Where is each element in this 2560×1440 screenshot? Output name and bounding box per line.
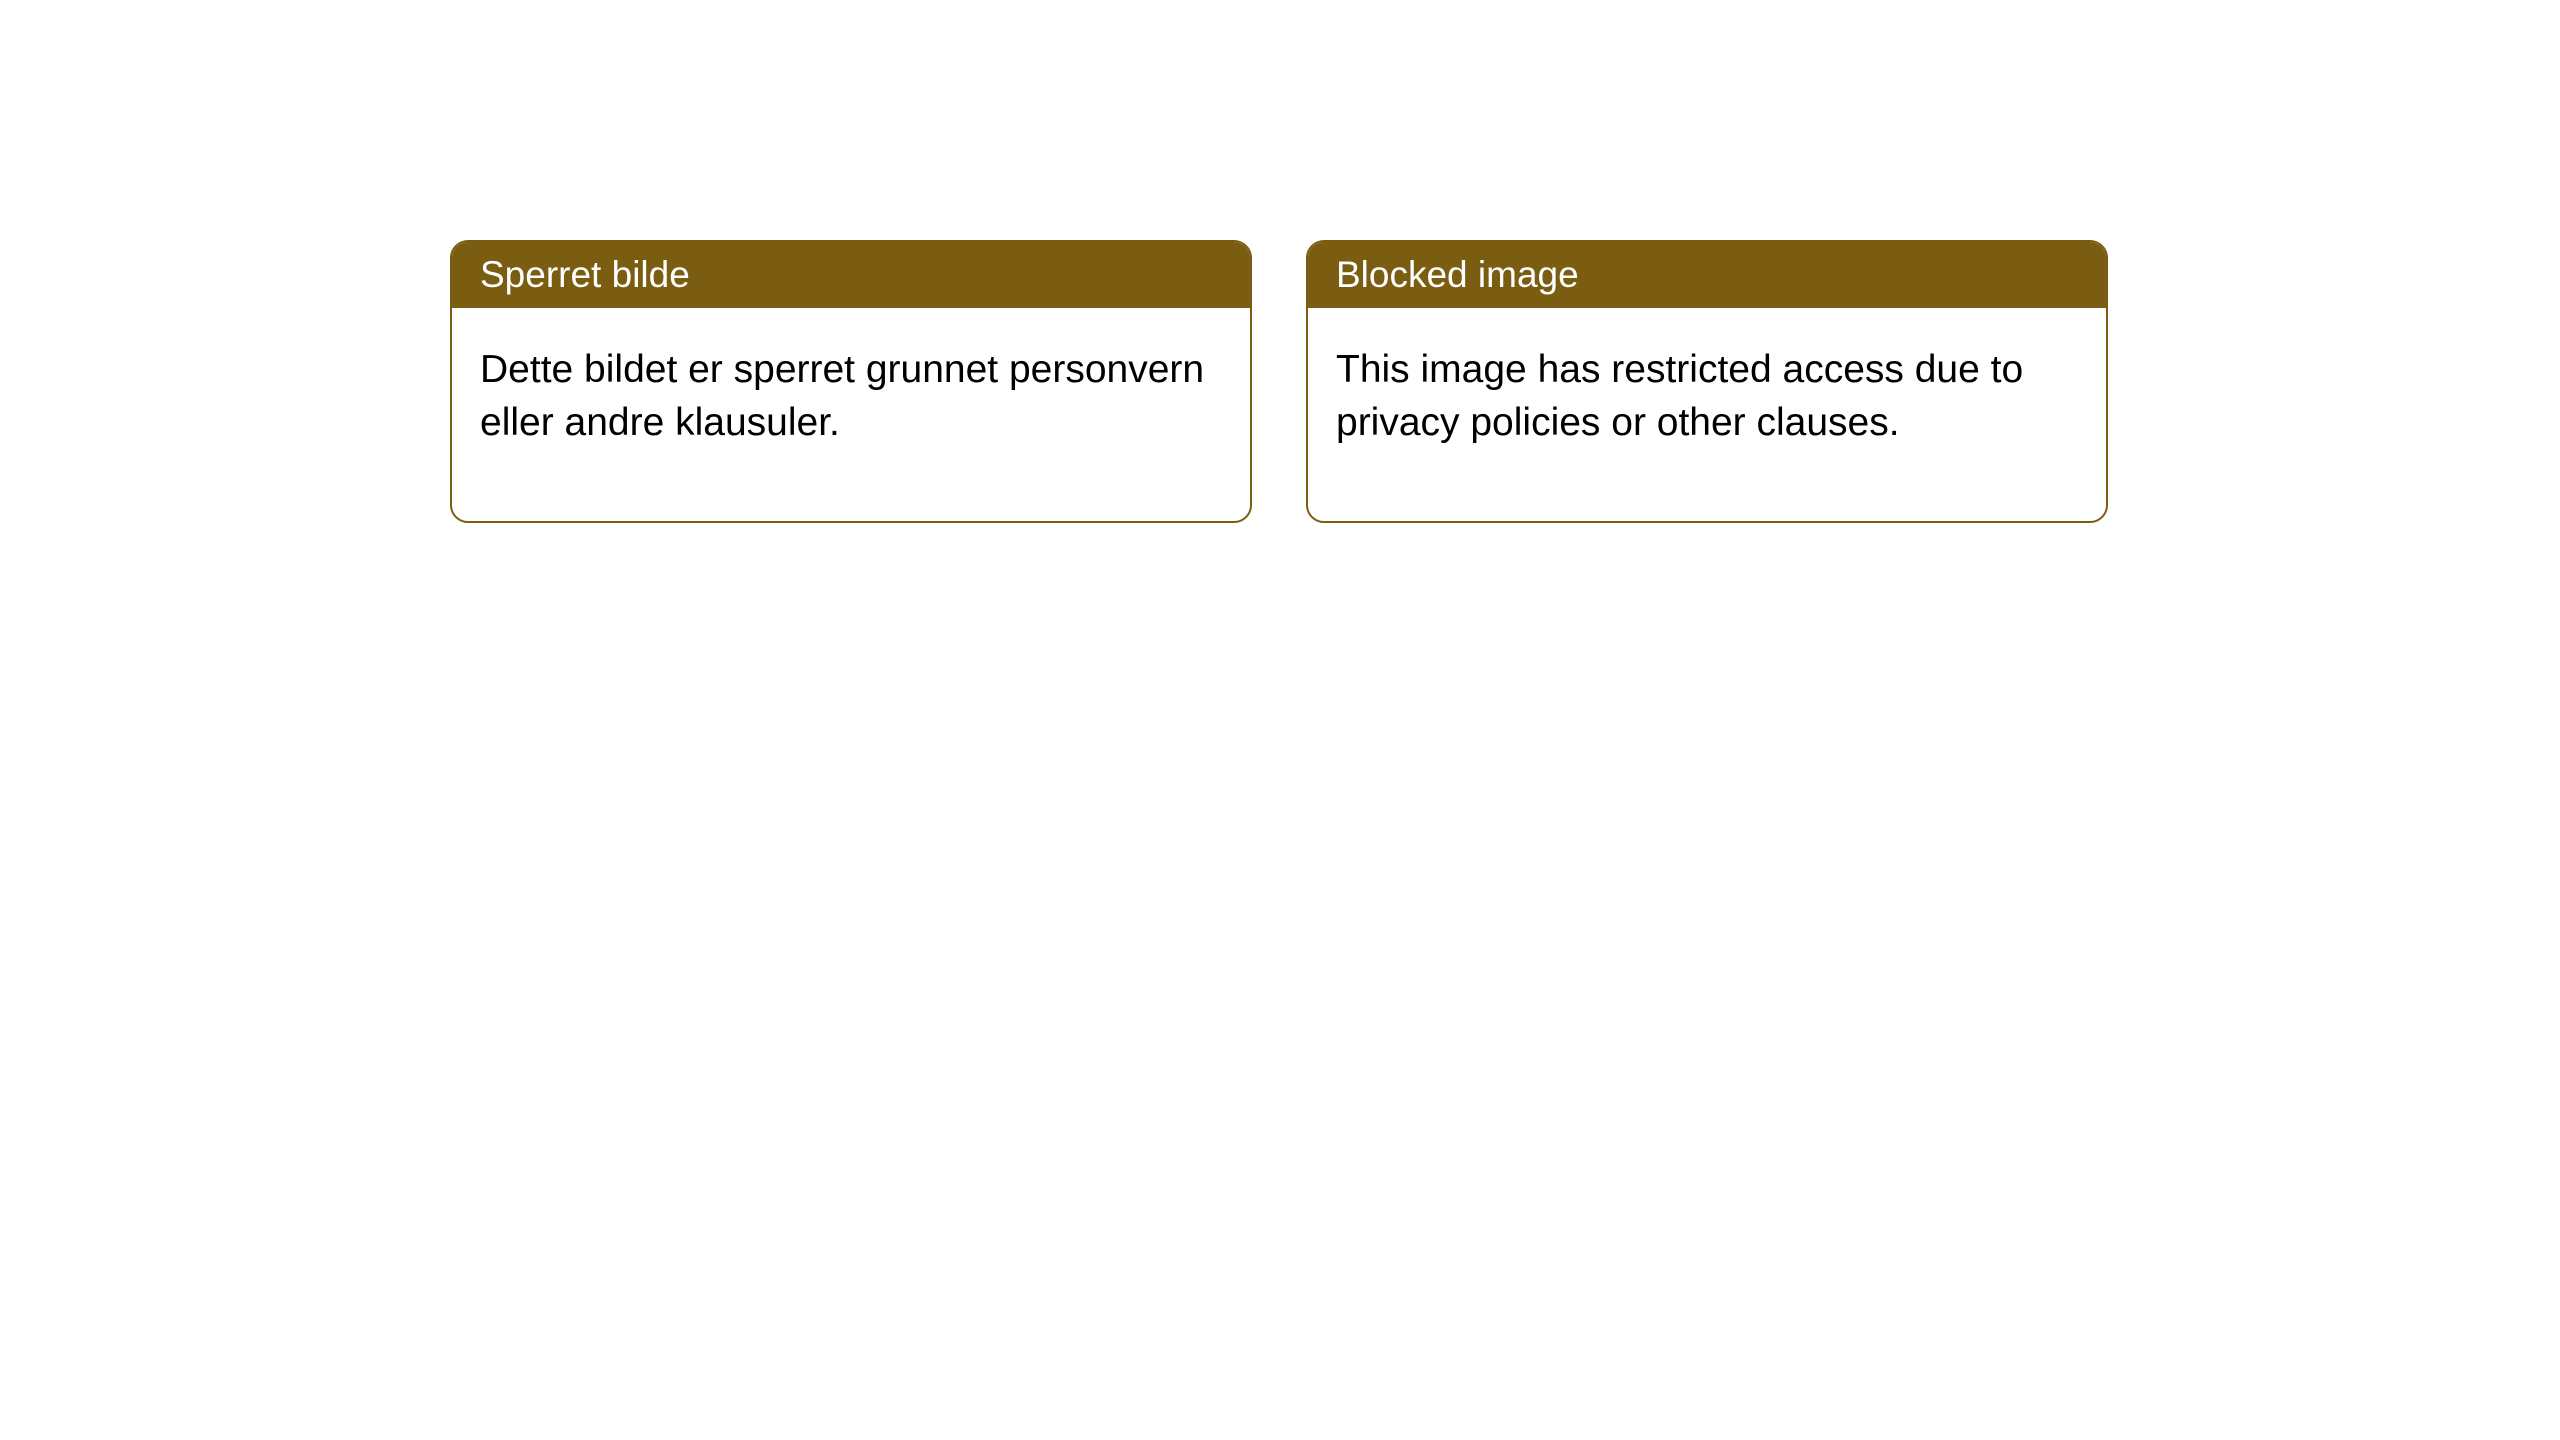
notice-container: Sperret bilde Dette bildet er sperret gr…	[0, 0, 2560, 523]
notice-card-body: This image has restricted access due to …	[1308, 308, 2106, 521]
notice-card-norwegian: Sperret bilde Dette bildet er sperret gr…	[450, 240, 1252, 523]
notice-card-body: Dette bildet er sperret grunnet personve…	[452, 308, 1250, 521]
notice-card-title: Sperret bilde	[452, 242, 1250, 308]
notice-card-english: Blocked image This image has restricted …	[1306, 240, 2108, 523]
notice-card-title: Blocked image	[1308, 242, 2106, 308]
